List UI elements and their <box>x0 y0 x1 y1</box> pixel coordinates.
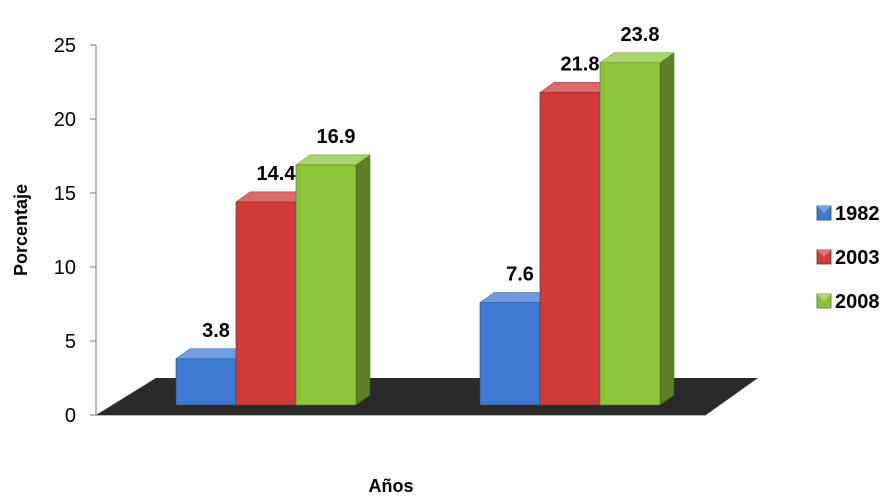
legend-label: 2008 <box>835 291 880 313</box>
data-labels: 3.8 14.4 16.9 7.6 21.8 23.8 <box>202 24 659 342</box>
x-axis-title: Años <box>369 476 414 496</box>
bar-front <box>479 302 541 406</box>
bar-front <box>295 164 357 406</box>
legend-item-1982: 1982 <box>816 203 880 225</box>
legend-label: 1982 <box>835 203 880 225</box>
bar-2008-group-2 <box>599 52 675 406</box>
legend-item-2003: 2003 <box>816 247 880 269</box>
y-tick-label: 15 <box>54 183 76 205</box>
bar-2008-group-1 <box>295 154 371 406</box>
legend-swatch-highlight <box>817 294 831 301</box>
bars <box>175 52 675 406</box>
data-label: 7.6 <box>506 264 534 286</box>
bar-front <box>599 62 661 406</box>
legend-swatch-highlight <box>817 206 831 213</box>
bar-top <box>295 154 371 166</box>
data-label: 16.9 <box>317 126 356 148</box>
bar-front <box>539 92 601 406</box>
y-tick-label: 10 <box>54 257 76 279</box>
data-label: 3.8 <box>202 320 230 342</box>
y-tick-label: 0 <box>65 405 76 427</box>
data-label: 14.4 <box>257 163 297 185</box>
legend: 1982 2003 2008 <box>816 203 880 313</box>
data-label: 23.8 <box>621 24 660 46</box>
y-tick-label: 20 <box>54 109 76 131</box>
legend-item-2008: 2008 <box>816 291 880 313</box>
bar-side <box>659 52 675 406</box>
y-axis-title: Porcentaje <box>11 184 31 276</box>
legend-label: 2003 <box>835 247 880 269</box>
bar-side <box>355 154 371 406</box>
bar-front <box>175 358 237 406</box>
legend-swatch-highlight <box>817 250 831 257</box>
data-label: 21.8 <box>561 53 600 75</box>
bar-front <box>235 201 297 406</box>
bar-top <box>599 52 675 64</box>
y-tick-label: 25 <box>54 35 76 57</box>
y-tick-label: 5 <box>65 331 76 353</box>
